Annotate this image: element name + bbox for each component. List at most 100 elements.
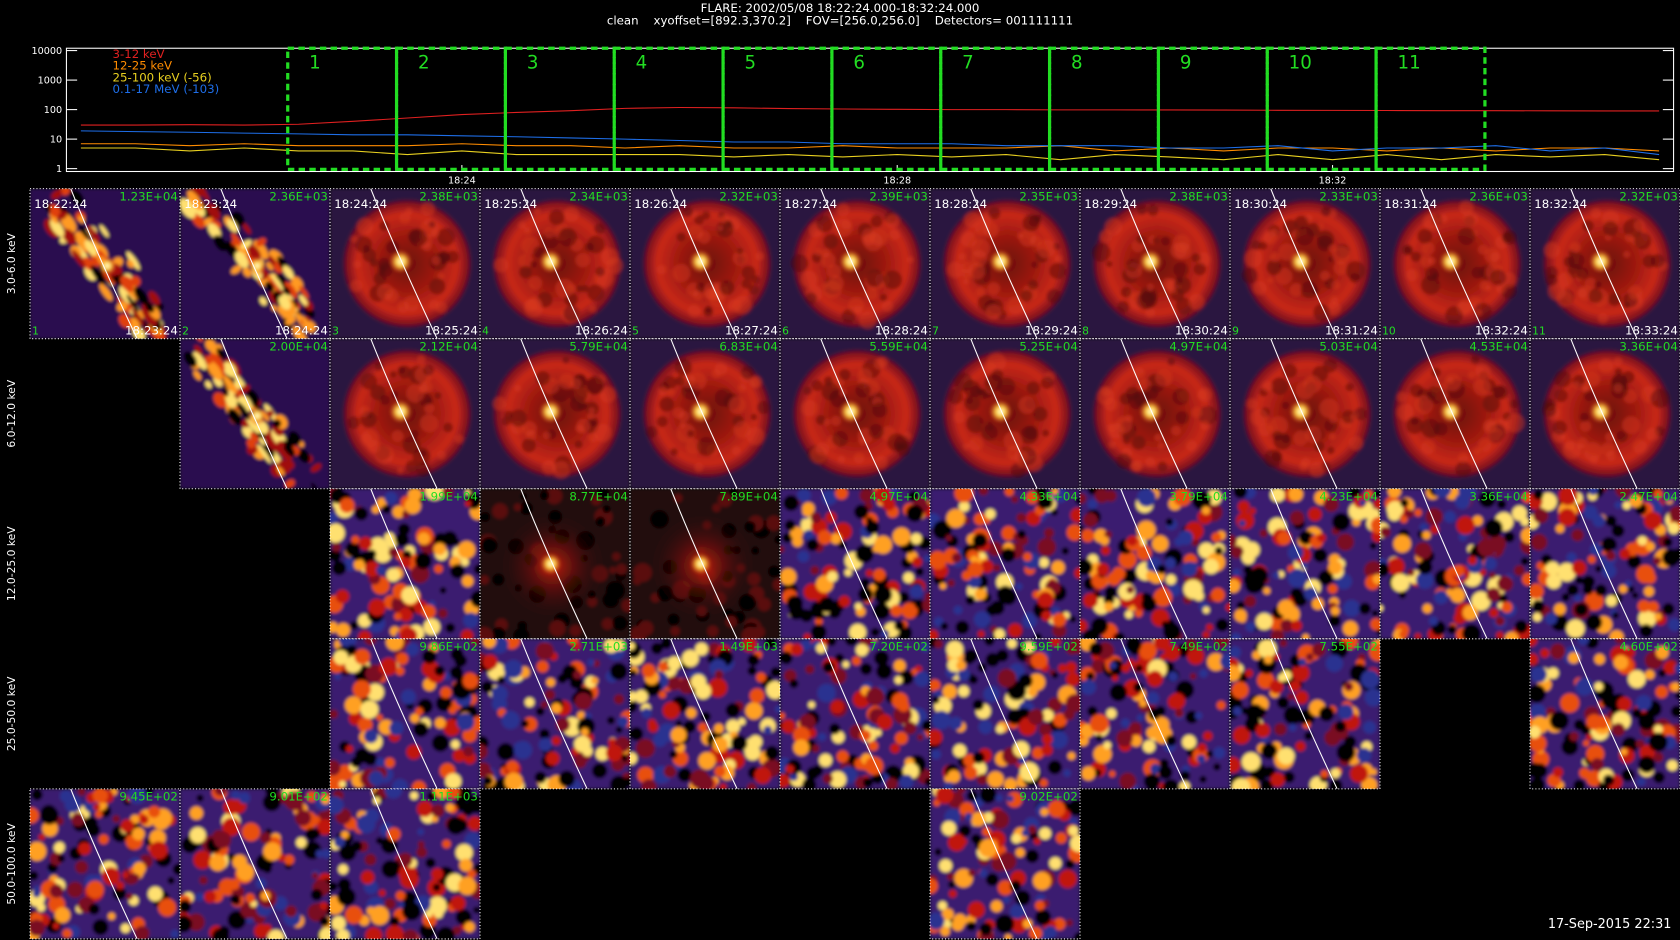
image-texture [544, 689, 556, 700]
image-texture [641, 707, 652, 719]
image-texture [204, 890, 217, 903]
image-texture [545, 751, 560, 766]
panel-max: 3.79E+04 [1169, 490, 1227, 504]
image-texture [1091, 659, 1106, 674]
image-texture [86, 880, 104, 899]
image-texture [1220, 653, 1230, 670]
image-panel [180, 338, 330, 489]
panel-max: 1.23E+04 [119, 189, 177, 203]
image-texture [1598, 358, 1614, 374]
image-texture [417, 354, 426, 364]
image-texture [360, 870, 375, 885]
image-texture [376, 565, 386, 576]
image-texture [284, 281, 298, 299]
image-texture [938, 901, 947, 911]
image-texture [1563, 256, 1575, 268]
image-texture [437, 450, 447, 460]
image-texture [1150, 763, 1161, 775]
panel-max: 2.00E+04 [269, 339, 327, 353]
image-texture [1584, 277, 1597, 290]
image-texture [126, 294, 140, 314]
image-texture [1487, 534, 1506, 554]
image-texture [330, 881, 338, 892]
image-texture [660, 638, 672, 649]
image-texture [1577, 638, 1589, 646]
image-texture [360, 373, 378, 390]
image-texture [814, 248, 823, 257]
image-texture [1032, 747, 1044, 760]
image-texture [431, 255, 441, 266]
limb-arc [370, 488, 438, 639]
image-texture [1369, 542, 1377, 550]
image-texture [1083, 512, 1098, 528]
image-texture-group [930, 188, 1080, 339]
image-texture [461, 575, 474, 587]
image-texture [868, 740, 879, 752]
image-texture [260, 832, 272, 844]
image-texture [816, 215, 834, 233]
image-texture [1540, 648, 1550, 658]
image-texture [459, 858, 473, 872]
image-texture [1025, 490, 1039, 505]
image-texture [713, 723, 724, 734]
x-tick-label: 18:28 [883, 175, 911, 186]
image-texture [1241, 267, 1258, 284]
image-texture [1216, 700, 1226, 710]
image-texture [1520, 557, 1529, 566]
image-texture [1183, 579, 1203, 599]
image-texture [1234, 609, 1247, 622]
image-texture [126, 893, 133, 900]
image-texture [545, 488, 563, 505]
image-texture [139, 814, 149, 825]
image-texture [1052, 612, 1067, 627]
image-texture [450, 895, 466, 911]
image-texture [1344, 682, 1354, 692]
image-texture [882, 497, 896, 511]
image-panel [480, 638, 630, 789]
image-texture [1611, 524, 1625, 538]
panel-start: 18:29:24 [1084, 197, 1137, 211]
image-texture [433, 909, 444, 919]
image-texture [733, 295, 752, 315]
image-texture [1634, 232, 1652, 250]
panel-max: 2.38E+03 [1169, 189, 1227, 203]
image-texture [855, 544, 874, 564]
image-texture [1647, 601, 1659, 613]
image-texture [943, 780, 954, 789]
image-texture [1456, 516, 1475, 535]
image-texture [230, 265, 242, 275]
image-texture [420, 201, 435, 217]
image-texture [460, 629, 474, 639]
image-texture [978, 488, 989, 496]
image-texture [458, 876, 477, 896]
image-texture [754, 767, 772, 784]
image-texture [1658, 669, 1667, 678]
image-texture [587, 658, 595, 667]
image-texture [714, 765, 726, 777]
row-label: 3.0-6.0 keV [5, 232, 18, 294]
image-texture [292, 325, 308, 339]
image-texture [609, 775, 629, 789]
image-texture-group [330, 488, 480, 639]
image-spot [1138, 399, 1163, 424]
panel-max: 2.12E+04 [419, 339, 477, 353]
image-texture [1103, 594, 1115, 606]
interval-box [830, 46, 943, 171]
image-texture [1586, 733, 1593, 741]
image-texture [402, 929, 418, 939]
image-texture [57, 211, 68, 220]
image-texture [1583, 442, 1603, 461]
image-texture [316, 819, 330, 836]
image-texture [1069, 638, 1080, 655]
image-texture [973, 611, 991, 628]
image-texture [599, 386, 617, 403]
image-texture [817, 530, 832, 545]
image-texture [170, 929, 180, 939]
image-texture [1313, 548, 1328, 563]
limb-arc [70, 788, 138, 939]
panel-max: 2.36E+03 [1469, 189, 1527, 203]
image-texture [832, 430, 849, 447]
image-spot [1288, 249, 1313, 274]
image-texture [707, 625, 719, 637]
panel-number: 5 [632, 324, 639, 337]
